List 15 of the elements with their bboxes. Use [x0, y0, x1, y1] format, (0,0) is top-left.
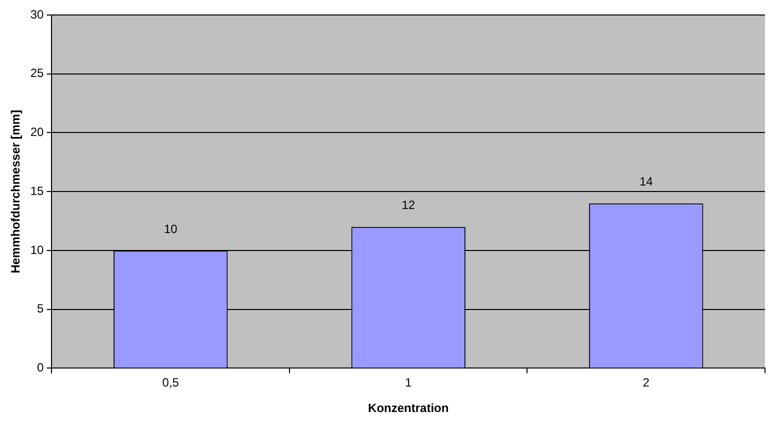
y-tick-label: 25 [30, 66, 44, 80]
x-axis-title: Konzentration [368, 401, 449, 416]
data-label: 14 [639, 174, 654, 189]
data-label: 12 [402, 198, 416, 212]
x-tick-label: 0,5 [162, 376, 180, 390]
y-tick-label: 5 [37, 302, 44, 316]
y-axis-title: Hemmhofdurchmesser [mm] [8, 110, 23, 274]
y-tick-label: 0 [37, 360, 44, 375]
data-label: 10 [164, 222, 178, 236]
y-tick-label: 15 [30, 184, 44, 198]
y-tick-label: 30 [30, 7, 44, 22]
y-tick-label: 10 [30, 242, 44, 257]
y-tick-label: 20 [30, 125, 44, 140]
x-tick-label: 2 [642, 376, 650, 390]
x-tick-label: 1 [405, 376, 412, 390]
